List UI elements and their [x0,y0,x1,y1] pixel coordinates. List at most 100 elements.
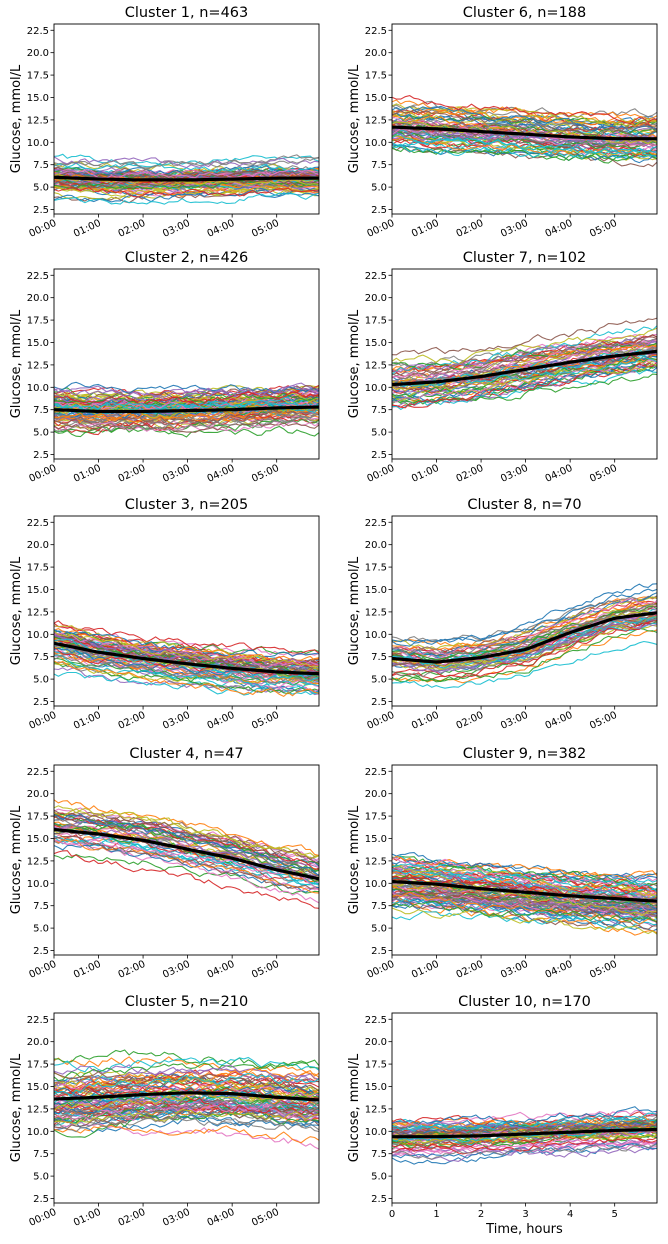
cluster-trace [54,632,319,668]
x-tick-label: 03:00 [161,710,192,732]
cluster-trace [54,409,319,428]
y-tick-label: 10.0 [365,879,387,890]
cluster-trace [392,902,657,932]
trace-group [54,381,319,438]
cluster-trace [54,1066,319,1087]
y-tick-label: 12.5 [365,360,387,371]
y-tick-label: 12.5 [27,1104,49,1115]
cluster-trace [54,186,319,198]
cluster-trace [392,1112,657,1132]
y-axis-label: Glucose, mmol/L [347,309,362,418]
y-tick-label: 12.5 [27,115,49,126]
y-tick-label: 7.5 [371,405,387,416]
y-tick-label: 17.5 [27,563,49,574]
x-tick-label: 05:00 [250,1207,281,1229]
y-tick-label: 7.5 [371,1149,387,1160]
cluster-trace [392,120,657,135]
y-tick-label: 5.0 [371,428,387,439]
y-tick-label: 5.0 [33,924,49,935]
y-tick-label: 15.0 [365,338,387,349]
cluster-trace [392,592,657,657]
y-tick-label: 22.5 [27,518,49,529]
y-tick-label: 22.5 [27,1015,49,1026]
cluster-trace [392,112,657,138]
cluster-trace [54,1105,319,1130]
y-tick-label: 5.0 [371,183,387,194]
y-tick-label: 17.5 [27,71,49,82]
cluster-trace [54,409,319,432]
y-tick-label: 10.0 [365,1127,387,1138]
panel-title: Cluster 8, n=70 [467,497,581,513]
x-tick-label: 02:00 [117,1207,148,1229]
y-tick-label: 7.5 [371,901,387,912]
plot-frame [391,268,658,460]
cluster-trace [54,1103,319,1121]
cluster-panel-1: Cluster 1, n=463 Glucose, mmol/L 2.5 5.0 7.5… [9,5,320,240]
cluster-trace [54,170,319,179]
panel-title: Cluster 10, n=170 [458,994,591,1010]
x-tick-label: 01:00 [410,710,441,732]
x-tick-label: 03:00 [161,218,192,240]
plot-frame [53,764,320,956]
x-tick-label: 00:00 [27,959,58,981]
cluster-trace [392,1138,657,1153]
y-tick-label: 22.5 [365,271,387,282]
cluster-trace [54,646,319,675]
y-tick-label: 2.5 [33,946,49,957]
x-tick-label: 01:00 [410,463,441,485]
y-tick-label: 12.5 [27,856,49,867]
cluster-trace [392,343,657,374]
cluster-trace [54,1073,319,1097]
cluster-trace [392,105,657,133]
y-tick-label: 12.5 [27,607,49,618]
cluster-mean-line [54,641,319,676]
x-tick-label: 1 [433,1209,439,1220]
cluster-trace [392,145,657,160]
cluster-trace [392,1142,657,1159]
cluster-panel-3: Cluster 2, n=426 Glucose, mmol/L 2.5 5.0 7.5… [9,250,320,485]
cluster-mean-line [392,125,657,141]
x-tick-label: 05:00 [250,959,281,981]
y-tick-label: 15.0 [27,585,49,596]
panel-title: Cluster 3, n=205 [125,497,249,513]
x-tick-label: 02:00 [117,218,148,240]
y-tick-label: 2.5 [33,1194,49,1205]
y-tick-label: 15.0 [27,338,49,349]
cluster-trace [392,354,657,400]
cluster-trace [54,1108,319,1125]
y-tick-label: 2.5 [371,946,387,957]
cluster-trace [54,814,319,870]
cluster-trace [392,900,657,930]
x-tick-label: 05:00 [250,710,281,732]
cluster-trace [392,887,657,908]
x-tick-label: 00:00 [365,218,396,240]
y-tick-label: 2.5 [33,450,49,461]
cluster-trace [54,189,319,203]
cluster-trace [54,1064,319,1087]
cluster-trace [54,839,319,891]
x-tick-label: 02:00 [455,218,486,240]
cluster-trace [54,390,319,406]
cluster-trace [54,1072,319,1096]
cluster-trace [54,421,319,433]
y-tick-label: 22.5 [365,767,387,778]
cluster-mean-line [54,405,319,414]
y-tick-label: 5.0 [33,183,49,194]
cluster-trace [392,1120,657,1137]
x-tick-label: 05:00 [588,959,619,981]
x-tick-label: 04:00 [544,710,575,732]
cluster-trace [54,1111,319,1138]
y-axis-label: Glucose, mmol/L [9,309,24,418]
cluster-trace [54,620,319,654]
x-tick-label: 01:00 [72,218,103,240]
plot-frame [53,23,320,215]
panel-title: Cluster 7, n=102 [463,250,587,266]
cluster-trace [392,880,657,911]
cluster-trace [392,892,657,924]
y-tick-label: 7.5 [371,160,387,171]
cluster-trace [392,95,657,125]
x-tick-label: 05:00 [250,218,281,240]
cluster-panel-9: Cluster 5, n=210 Glucose, mmol/L 2.5 5.0 7.5… [9,994,320,1229]
y-tick-label: 12.5 [27,360,49,371]
cluster-trace [392,359,657,403]
